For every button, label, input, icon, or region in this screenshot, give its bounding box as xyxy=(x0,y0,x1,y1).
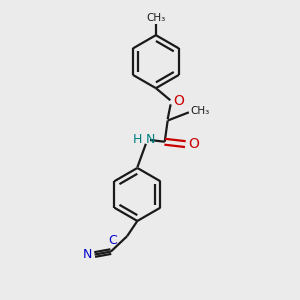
Text: N: N xyxy=(146,133,155,146)
Text: O: O xyxy=(174,94,184,107)
Text: O: O xyxy=(188,137,199,151)
Text: CH₃: CH₃ xyxy=(146,13,166,23)
Text: CH₃: CH₃ xyxy=(190,106,209,116)
Text: C: C xyxy=(108,234,117,247)
Text: H: H xyxy=(133,133,142,146)
Text: N: N xyxy=(82,248,92,261)
